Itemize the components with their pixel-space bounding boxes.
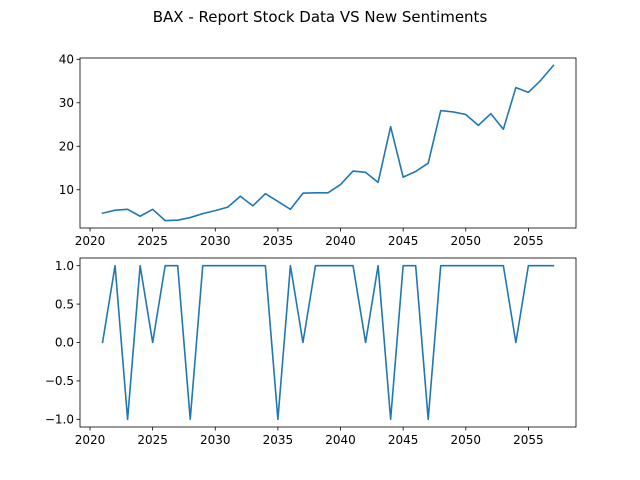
top-x-tick-label: 2035 <box>263 234 294 248</box>
top-y-tick-label: 30 <box>59 96 74 110</box>
top-x-tick-label: 2025 <box>137 234 168 248</box>
top-series-line <box>101 64 555 222</box>
bottom-x-tick-label: 2045 <box>388 433 419 447</box>
top-x-tick-label: 2045 <box>388 234 419 248</box>
bottom-sentiment-chart: 2020 2025 2030 2035 2040 2045 2050 2055 −1.0 −0.5… <box>45 257 577 447</box>
top-x-tick-label: 2020 <box>75 234 106 248</box>
top-x-tick-label: 2055 <box>513 234 544 248</box>
top-y-tick-label: 20 <box>59 139 74 153</box>
bottom-x-tick-label: 2020 <box>75 433 106 447</box>
top-y-tick-label: 40 <box>59 53 74 67</box>
bottom-y-tick-label: 0.5 <box>55 297 74 311</box>
top-x-tick-label: 2050 <box>451 234 482 248</box>
bottom-x-tick-label: 2040 <box>325 433 356 447</box>
bottom-y-tick-label: −1.0 <box>45 413 74 427</box>
top-x-tick-label: 2040 <box>325 234 356 248</box>
top-y-tick-label: 10 <box>59 183 74 197</box>
bottom-axes-frame <box>79 257 577 428</box>
bottom-series-line <box>101 264 555 421</box>
bottom-x-tick-label: 2035 <box>263 433 294 447</box>
bottom-y-tick-label: −0.5 <box>45 374 74 388</box>
bottom-y-tick-label: 1.0 <box>55 259 74 273</box>
bottom-x-tick-label: 2055 <box>513 433 544 447</box>
bottom-x-tick-label: 2050 <box>451 433 482 447</box>
top-axes-frame <box>79 57 577 229</box>
bottom-y-tick-label: 0.0 <box>55 336 74 350</box>
bottom-x-tick-label: 2025 <box>137 433 168 447</box>
top-x-tick-label: 2030 <box>200 234 231 248</box>
bottom-x-tick-label: 2030 <box>200 433 231 447</box>
figure-title: BAX - Report Stock Data VS New Sentiment… <box>153 8 488 26</box>
